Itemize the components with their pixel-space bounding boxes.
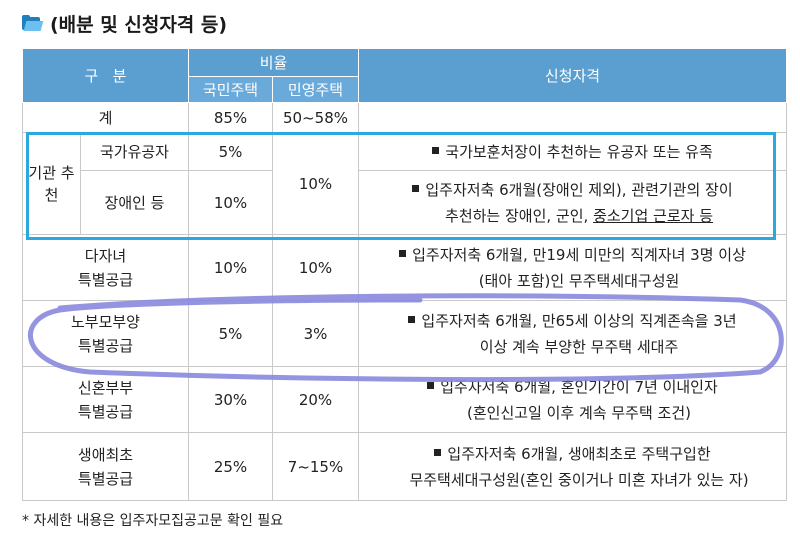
elderly-private: 3% (271, 300, 360, 367)
table-row-disabled: 장애인 등 10% 입주자저축 6개월(장애인 제외), 관련기관의 장이 추천… (23, 170, 788, 235)
veterans-label: 국가유공자 (80, 132, 189, 171)
elderly-label: 노부모부양 특별공급 (22, 300, 189, 367)
folder-icon (22, 15, 44, 31)
newlywed-qualification: 입주자저축 6개월, 혼인기간이 7년 이내인자 (혼인신고일 이후 계속 무주… (358, 366, 788, 433)
newlywed-national: 30% (188, 366, 273, 433)
veterans-qualification: 국가보훈처장이 추천하는 유공자 또는 유족 (358, 132, 788, 171)
multi-child-national: 10% (188, 234, 273, 301)
header-national: 국민주택 (188, 76, 273, 103)
elderly-national: 5% (188, 300, 273, 367)
bullet-icon (427, 381, 435, 389)
newlywed-private: 20% (271, 366, 360, 433)
section-title-text: (배분 및 신청자격 등) (50, 13, 228, 36)
institutional-group-label: 기관 추천 (22, 132, 81, 235)
disabled-label: 장애인 등 (80, 170, 189, 235)
table-row-multi-child: 다자녀 특별공급 10% 10% 입주자저축 6개월, 만19세 미만의 직계자녀… (22, 234, 788, 301)
disabled-national: 10% (188, 170, 273, 235)
bullet-icon (412, 184, 420, 192)
header-ratio: 비율 (187, 48, 360, 77)
veterans-national: 5% (188, 132, 273, 171)
first-home-qualification: 입주자저축 6개월, 생애최초로 주택구입한 무주택세대구성원(혼인 중이거나 … (358, 432, 788, 501)
multi-child-qualification: 입주자저축 6개월, 만19세 미만의 직계자녀 3명 이상 (태아 포함)인 … (358, 234, 788, 301)
multi-child-private: 10% (271, 234, 360, 301)
multi-child-label: 다자녀 특별공급 (22, 234, 189, 301)
bullet-icon (432, 146, 440, 154)
bullet-icon (399, 249, 407, 257)
bullet-icon (408, 315, 416, 323)
table-row-veterans: 기관 추천 국가유공자 5% 10% 국가보훈처장이 추천하는 유공자 또는 유… (22, 132, 788, 235)
disabled-qualification: 입주자저축 6개월(장애인 제외), 관련기관의 장이 추천하는 장애인, 군인… (358, 170, 788, 235)
first-home-label: 생애최초 특별공급 (22, 432, 189, 501)
total-national: 85% (188, 102, 273, 133)
elderly-qualification: 입주자저축 6개월, 만65세 이상의 직계존속을 3년 이상 계속 부양한 무… (358, 300, 788, 367)
footnote: * 자세한 내용은 입주자모집공고문 확인 필요 (22, 513, 284, 529)
header-qualification: 신청자격 (358, 48, 788, 103)
header-category: 구 분 (22, 48, 189, 103)
total-private: 50~58% (271, 102, 360, 133)
allocation-table: 구 분 비율 신청자격 국민주택 민영주택 계 85% 50~58% 기관 추천… (22, 48, 788, 501)
first-home-private: 7~15% (271, 432, 360, 501)
total-label: 계 (22, 102, 189, 133)
bullet-icon (434, 448, 442, 456)
newlywed-label: 신혼부부 특별공급 (22, 366, 189, 433)
table-row-total: 계 85% 50~58% (22, 102, 788, 133)
table-row-elderly: 노부모부양 특별공급 5% 3% 입주자저축 6개월, 만65세 이상의 직계존속… (22, 300, 788, 367)
first-home-national: 25% (188, 432, 273, 501)
table-row-newlywed: 신혼부부 특별공급 30% 20% 입주자저축 6개월, 혼인기간이 7년 이내인… (22, 366, 788, 433)
header-private: 민영주택 (271, 76, 360, 103)
institutional-private: 10% (271, 132, 360, 235)
section-title: (배분 및 신청자격 등) (22, 8, 227, 38)
table-row-first-home: 생애최초 특별공급 25% 7~15% 입주자저축 6개월, 생애최초로 주택구입… (22, 432, 788, 501)
